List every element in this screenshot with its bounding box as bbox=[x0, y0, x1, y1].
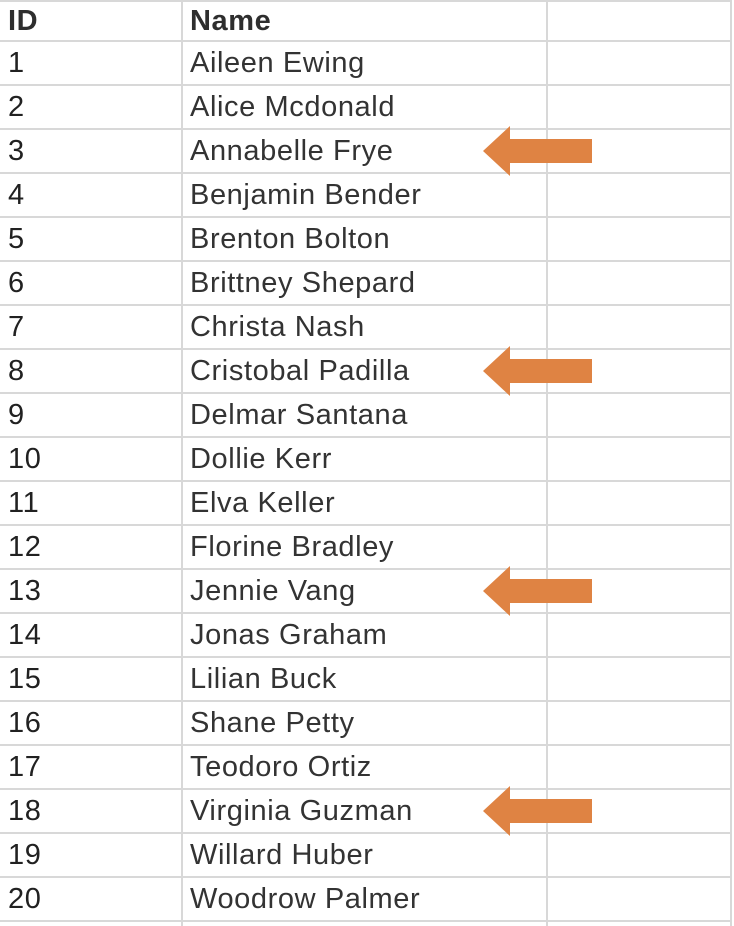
table-row: 10 Dollie Kerr bbox=[0, 438, 732, 482]
table-row: 6 Brittney Shepard bbox=[0, 262, 732, 306]
cell-extra[interactable] bbox=[548, 350, 732, 392]
cell-id[interactable]: 3 bbox=[0, 130, 183, 172]
table-row: 18 Virginia Guzman bbox=[0, 786, 732, 836]
cell-extra[interactable] bbox=[548, 658, 732, 700]
cell-extra[interactable] bbox=[548, 174, 732, 216]
table-row: 17 Teodoro Ortiz bbox=[0, 746, 732, 790]
cell-id[interactable]: 17 bbox=[0, 746, 183, 788]
cell-extra[interactable] bbox=[548, 834, 732, 876]
table-header-row: ID Name bbox=[0, 0, 732, 42]
cell-name[interactable]: Woodrow Palmer bbox=[183, 878, 548, 920]
table-row: 11 Elva Keller bbox=[0, 482, 732, 526]
cell-id[interactable]: 10 bbox=[0, 438, 183, 480]
cell-extra[interactable] bbox=[548, 306, 732, 348]
cell-name[interactable]: Jonas Graham bbox=[183, 614, 548, 656]
cell-id[interactable]: 18 bbox=[0, 790, 183, 832]
cell-extra[interactable] bbox=[548, 482, 732, 524]
cell-name[interactable]: Alice Mcdonald bbox=[183, 86, 548, 128]
table-row: 4 Benjamin Bender bbox=[0, 174, 732, 218]
cell-extra[interactable] bbox=[548, 878, 732, 920]
table-row: 8 Cristobal Padilla bbox=[0, 346, 732, 396]
table-row: 1 Aileen Ewing bbox=[0, 42, 732, 86]
cell-extra[interactable] bbox=[548, 218, 732, 260]
cell-name[interactable]: Elva Keller bbox=[183, 482, 548, 524]
table-row: 9 Delmar Santana bbox=[0, 394, 732, 438]
left-arrow-icon[interactable] bbox=[483, 566, 592, 616]
cell-extra[interactable] bbox=[548, 262, 732, 304]
cell-extra[interactable] bbox=[548, 438, 732, 480]
cell-name[interactable]: Dollie Kerr bbox=[183, 438, 548, 480]
cell-extra[interactable] bbox=[548, 614, 732, 656]
partial-row bbox=[0, 922, 732, 926]
left-arrow-icon[interactable] bbox=[483, 346, 592, 396]
table-row: 3 Annabelle Frye bbox=[0, 126, 732, 176]
cell-name[interactable]: Florine Bradley bbox=[183, 526, 548, 568]
cell-name[interactable]: Jennie Vang bbox=[183, 570, 548, 612]
cell-id[interactable]: 6 bbox=[0, 262, 183, 304]
cell-extra[interactable] bbox=[548, 702, 732, 744]
cell-name[interactable]: Delmar Santana bbox=[183, 394, 548, 436]
cell-extra[interactable] bbox=[548, 526, 732, 568]
table-row: 20 Woodrow Palmer bbox=[0, 878, 732, 922]
header-cell-id[interactable]: ID bbox=[0, 2, 183, 40]
header-cell-name[interactable]: Name bbox=[183, 2, 548, 40]
cell-id[interactable]: 7 bbox=[0, 306, 183, 348]
cell-name[interactable]: Christa Nash bbox=[183, 306, 548, 348]
header-cell-extra[interactable] bbox=[548, 2, 732, 40]
cell-extra bbox=[548, 922, 732, 926]
cell-id[interactable]: 11 bbox=[0, 482, 183, 524]
table-row: 15 Lilian Buck bbox=[0, 658, 732, 702]
cell-name[interactable]: Aileen Ewing bbox=[183, 42, 548, 84]
cell-id[interactable]: 4 bbox=[0, 174, 183, 216]
cell-name[interactable]: Annabelle Frye bbox=[183, 130, 548, 172]
table-row: 2 Alice Mcdonald bbox=[0, 86, 732, 130]
cell-extra[interactable] bbox=[548, 570, 732, 612]
cell-id[interactable]: 12 bbox=[0, 526, 183, 568]
cell-name[interactable]: Benjamin Bender bbox=[183, 174, 548, 216]
cell-id[interactable]: 16 bbox=[0, 702, 183, 744]
cell-id[interactable]: 1 bbox=[0, 42, 183, 84]
cell-extra[interactable] bbox=[548, 746, 732, 788]
cell-extra[interactable] bbox=[548, 130, 732, 172]
cell-name[interactable]: Cristobal Padilla bbox=[183, 350, 548, 392]
cell-name[interactable]: Shane Petty bbox=[183, 702, 548, 744]
cell-extra[interactable] bbox=[548, 394, 732, 436]
cell-id[interactable]: 2 bbox=[0, 86, 183, 128]
cell-name bbox=[183, 922, 548, 926]
table-row: 12 Florine Bradley bbox=[0, 526, 732, 570]
cell-name[interactable]: Willard Huber bbox=[183, 834, 548, 876]
cell-extra[interactable] bbox=[548, 86, 732, 128]
table-row: 19 Willard Huber bbox=[0, 834, 732, 878]
table-row: 16 Shane Petty bbox=[0, 702, 732, 746]
cell-extra[interactable] bbox=[548, 790, 732, 832]
cell-id[interactable]: 20 bbox=[0, 878, 183, 920]
cell-id[interactable]: 5 bbox=[0, 218, 183, 260]
left-arrow-icon[interactable] bbox=[483, 786, 592, 836]
table-body: 1 Aileen Ewing 2 Alice Mcdonald 3 Annabe… bbox=[0, 42, 734, 922]
left-arrow-icon[interactable] bbox=[483, 126, 592, 176]
table-row: 7 Christa Nash bbox=[0, 306, 732, 350]
cell-id[interactable]: 14 bbox=[0, 614, 183, 656]
cell-name[interactable]: Teodoro Ortiz bbox=[183, 746, 548, 788]
cell-id[interactable]: 9 bbox=[0, 394, 183, 436]
cell-id[interactable]: 19 bbox=[0, 834, 183, 876]
table-row: 14 Jonas Graham bbox=[0, 614, 732, 658]
cell-name[interactable]: Brittney Shepard bbox=[183, 262, 548, 304]
table-row: 5 Brenton Bolton bbox=[0, 218, 732, 262]
cell-id[interactable]: 13 bbox=[0, 570, 183, 612]
cell-name[interactable]: Brenton Bolton bbox=[183, 218, 548, 260]
cell-id[interactable]: 8 bbox=[0, 350, 183, 392]
cell-name[interactable]: Lilian Buck bbox=[183, 658, 548, 700]
table-row: 13 Jennie Vang bbox=[0, 566, 732, 616]
cell-extra[interactable] bbox=[548, 42, 732, 84]
cell-id bbox=[0, 922, 183, 926]
cell-id[interactable]: 15 bbox=[0, 658, 183, 700]
